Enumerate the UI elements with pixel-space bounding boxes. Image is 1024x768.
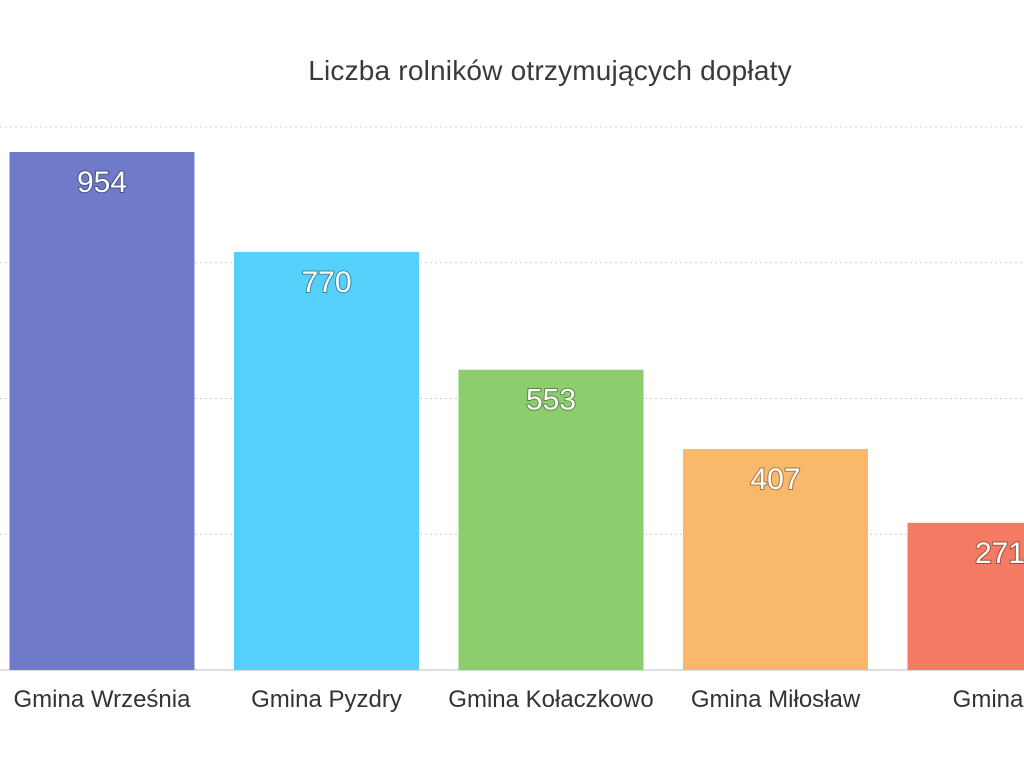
bar-value-label: 954	[77, 166, 127, 199]
bar-value-label: 407	[750, 463, 800, 496]
category-label: Gmina Września	[14, 686, 192, 713]
bar-2	[234, 251, 419, 670]
category-label: Gmina Miłosław	[691, 686, 861, 713]
chart-title: Liczba rolników otrzymujących dopłaty	[308, 55, 792, 86]
value-labels: 954 770 553 407 271	[76, 165, 1024, 571]
bar-value-label: 553	[526, 384, 576, 417]
category-label: Gmina N	[953, 686, 1024, 713]
bars	[9, 151, 1024, 670]
category-labels: Gmina Września Gmina Pyzdry Gmina Kołaczko…	[14, 686, 1024, 713]
bar-4	[683, 448, 868, 670]
category-label: Gmina Pyzdry	[251, 686, 402, 713]
bar-1	[9, 151, 195, 670]
category-label: Gmina Kołaczkowo	[448, 686, 653, 713]
bar-5	[907, 522, 1024, 670]
bar-value-label: 770	[301, 266, 351, 299]
bar-3	[458, 369, 644, 670]
bar-value-label: 271	[975, 537, 1024, 570]
